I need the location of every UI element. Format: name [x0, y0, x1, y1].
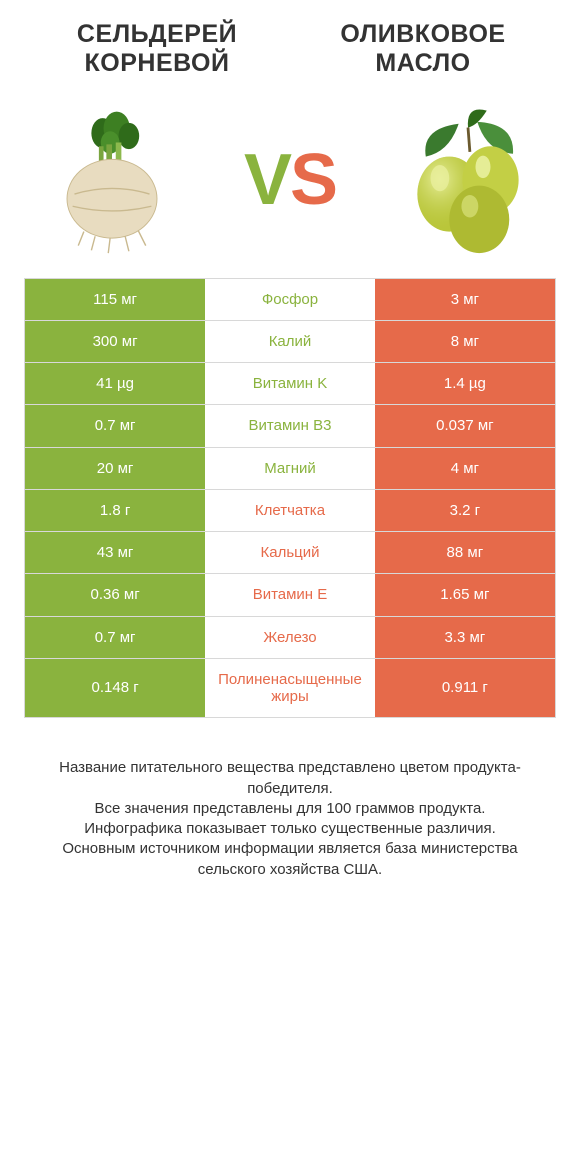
- nutrient-label: Витамин K: [205, 363, 375, 404]
- vs-label: VS: [244, 139, 336, 221]
- table-row: 115 мгФосфор3 мг: [25, 279, 555, 321]
- nutrient-label: Витамин E: [205, 574, 375, 615]
- footer-line: Инфографика показывает только существенн…: [34, 819, 546, 839]
- left-value: 0.7 мг: [25, 617, 205, 658]
- left-value: 20 мг: [25, 448, 205, 489]
- right-product-title: ОЛИВКОВОЕ МАСЛО: [290, 20, 556, 78]
- footer-notes: Название питательного вещества представл…: [24, 758, 556, 880]
- nutrient-label: Клетчатка: [205, 490, 375, 531]
- right-value: 0.911 г: [375, 659, 555, 718]
- nutrient-label: Фосфор: [205, 279, 375, 320]
- nutrient-label: Магний: [205, 448, 375, 489]
- titles-row: СЕЛЬДЕРЕЙ КОРНЕВОЙ ОЛИВКОВОЕ МАСЛО: [24, 20, 556, 78]
- left-value: 43 мг: [25, 532, 205, 573]
- footer-line: Название питательного вещества представл…: [34, 758, 546, 799]
- nutrient-table: 115 мгФосфор3 мг300 мгКалий8 мг41 µgВита…: [24, 278, 556, 719]
- infographic-container: СЕЛЬДЕРЕЙ КОРНЕВОЙ ОЛИВКОВОЕ МАСЛО: [0, 0, 580, 1174]
- table-row: 0.148 гПолиненасыщенные жиры0.911 г: [25, 659, 555, 718]
- table-row: 41 µgВитамин K1.4 µg: [25, 363, 555, 405]
- right-value: 0.037 мг: [375, 405, 555, 446]
- left-value: 0.7 мг: [25, 405, 205, 446]
- table-row: 20 мгМагний4 мг: [25, 448, 555, 490]
- olive-image: [388, 100, 548, 260]
- images-row: VS: [24, 100, 556, 260]
- nutrient-label: Кальций: [205, 532, 375, 573]
- nutrient-label: Железо: [205, 617, 375, 658]
- footer-line: Основным источником информации является …: [34, 839, 546, 880]
- right-value: 3 мг: [375, 279, 555, 320]
- table-row: 43 мгКальций88 мг: [25, 532, 555, 574]
- left-value: 115 мг: [25, 279, 205, 320]
- left-value: 41 µg: [25, 363, 205, 404]
- left-product-title: СЕЛЬДЕРЕЙ КОРНЕВОЙ: [24, 20, 290, 78]
- celery-root-image: [32, 100, 192, 260]
- table-row: 0.7 мгЖелезо3.3 мг: [25, 617, 555, 659]
- left-value: 300 мг: [25, 321, 205, 362]
- right-value: 1.65 мг: [375, 574, 555, 615]
- nutrient-label: Калий: [205, 321, 375, 362]
- table-row: 0.7 мгВитамин B30.037 мг: [25, 405, 555, 447]
- table-row: 0.36 мгВитамин E1.65 мг: [25, 574, 555, 616]
- left-value: 0.148 г: [25, 659, 205, 718]
- right-value: 3.2 г: [375, 490, 555, 531]
- footer-line: Все значения представлены для 100 граммо…: [34, 799, 546, 819]
- right-value: 88 мг: [375, 532, 555, 573]
- right-value: 8 мг: [375, 321, 555, 362]
- nutrient-label: Витамин B3: [205, 405, 375, 446]
- nutrient-label: Полиненасыщенные жиры: [205, 659, 375, 718]
- table-row: 1.8 гКлетчатка3.2 г: [25, 490, 555, 532]
- right-value: 4 мг: [375, 448, 555, 489]
- left-value: 0.36 мг: [25, 574, 205, 615]
- table-row: 300 мгКалий8 мг: [25, 321, 555, 363]
- vs-letter-v: V: [244, 140, 290, 220]
- left-value: 1.8 г: [25, 490, 205, 531]
- right-value: 1.4 µg: [375, 363, 555, 404]
- vs-letter-s: S: [290, 140, 336, 220]
- right-value: 3.3 мг: [375, 617, 555, 658]
